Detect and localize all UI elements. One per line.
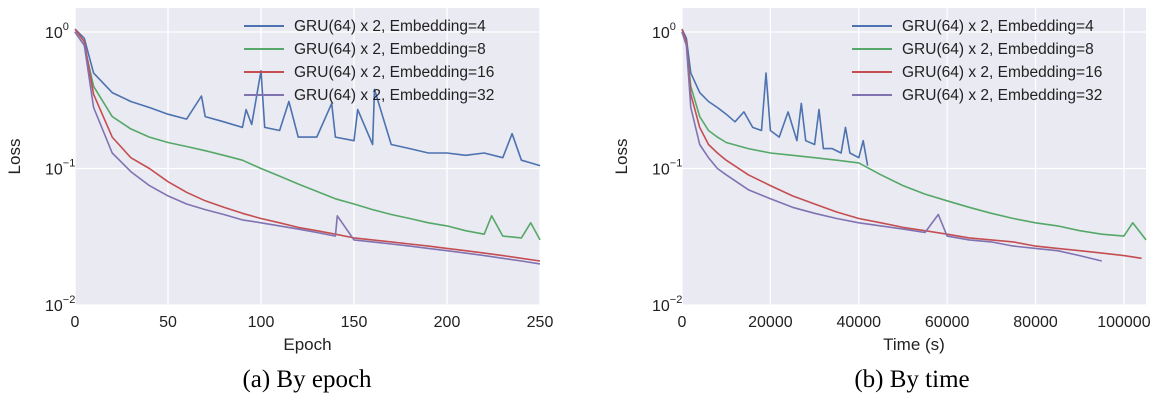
series-line-2 bbox=[681, 31, 1147, 241]
legend: GRU(64) x 2, Embedding=4 GRU(64) x 2, Emb… bbox=[244, 18, 494, 104]
x-axis-label: Epoch bbox=[283, 335, 331, 354]
chart-panel-epoch: 0 50 100 150 200 250 10−2 10−1 100 Epoch Loss GRU(6… bbox=[0, 0, 575, 408]
series-line-3 bbox=[74, 28, 541, 262]
legend-label-4: GRU(64) x 2, Embedding=32 bbox=[294, 87, 494, 104]
series-line-1 bbox=[681, 28, 869, 166]
y-tick-label: 10−1 bbox=[45, 158, 75, 179]
y-tick-label: 100 bbox=[45, 21, 69, 42]
series-line-4 bbox=[74, 31, 541, 265]
y-tick-label: 10−1 bbox=[652, 158, 682, 179]
legend-label-2: GRU(64) x 2, Embedding=8 bbox=[902, 41, 1094, 58]
loss-by-epoch-chart: 0 50 100 150 200 250 10−2 10−1 100 Epoch Loss GRU(6… bbox=[5, 8, 554, 354]
chart-panel-time: 0 20000 40000 60000 80000 100000 10−2 10−1 100 Ti… bbox=[576, 0, 1151, 408]
grid bbox=[74, 8, 541, 306]
y-axis-label: Loss bbox=[5, 139, 24, 175]
legend-label-1: GRU(64) x 2, Embedding=4 bbox=[294, 18, 486, 35]
x-tick-label: 200 bbox=[434, 314, 461, 331]
x-axis-label: Time (s) bbox=[883, 335, 945, 354]
caption-by-epoch: (a) By epoch bbox=[242, 366, 372, 393]
legend-label-2: GRU(64) x 2, Embedding=8 bbox=[294, 41, 486, 58]
x-tick-label: 60000 bbox=[925, 314, 970, 331]
x-tick-label: 20000 bbox=[748, 314, 793, 331]
y-tick-label: 10−2 bbox=[45, 294, 75, 315]
x-tick-label: 80000 bbox=[1013, 314, 1058, 331]
y-tick-label: 10−2 bbox=[652, 294, 682, 315]
y-axis-label: Loss bbox=[612, 139, 631, 175]
x-tick-label: 100000 bbox=[1097, 314, 1150, 331]
series-line-4 bbox=[681, 31, 1102, 262]
x-tick-label: 50 bbox=[159, 314, 177, 331]
legend-label-3: GRU(64) x 2, Embedding=16 bbox=[902, 64, 1102, 81]
x-tick-label: 250 bbox=[527, 314, 554, 331]
x-tick-label: 40000 bbox=[837, 314, 882, 331]
plot-area bbox=[75, 8, 540, 305]
caption-by-time: (b) By time bbox=[854, 366, 970, 393]
x-tick-label: 150 bbox=[341, 314, 368, 331]
series-line-3 bbox=[681, 28, 1142, 260]
x-tick-label: 0 bbox=[71, 314, 80, 331]
legend-label-3: GRU(64) x 2, Embedding=16 bbox=[294, 64, 494, 81]
loss-by-time-chart: 0 20000 40000 60000 80000 100000 10−2 10−1 100 Ti… bbox=[612, 8, 1151, 354]
x-tick-label: 100 bbox=[248, 314, 275, 331]
x-tick-label: 0 bbox=[678, 314, 687, 331]
legend-label-4: GRU(64) x 2, Embedding=32 bbox=[902, 87, 1102, 104]
y-tick-label: 100 bbox=[652, 21, 676, 42]
legend-label-1: GRU(64) x 2, Embedding=4 bbox=[902, 18, 1094, 35]
legend: GRU(64) x 2, Embedding=4 GRU(64) x 2, Emb… bbox=[852, 18, 1102, 104]
series-line-1 bbox=[74, 28, 541, 167]
plot-area bbox=[682, 8, 1146, 305]
series-line-2 bbox=[74, 31, 541, 241]
